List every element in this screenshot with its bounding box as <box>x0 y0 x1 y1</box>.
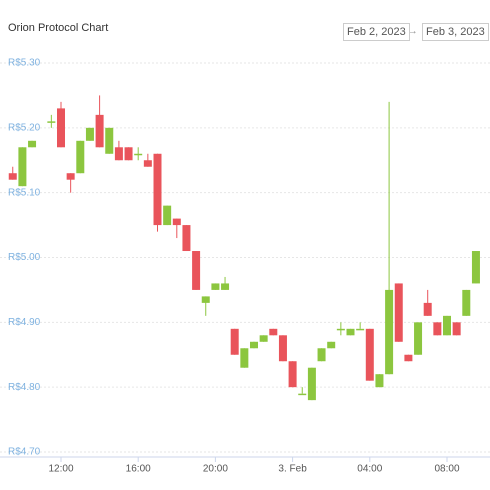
candle-body <box>452 322 461 336</box>
date-to[interactable]: Feb 3, 2023 <box>422 23 489 41</box>
candle-body <box>327 341 336 349</box>
x-tick-label: 04:00 <box>357 464 382 475</box>
candle-body <box>182 225 191 252</box>
candle-body <box>375 374 384 388</box>
candle-body <box>153 153 162 226</box>
candle-body <box>443 315 451 336</box>
candle-body <box>404 354 413 362</box>
y-tick-label: R$4.80 <box>8 382 41 393</box>
candle-body <box>163 205 172 226</box>
candle-body <box>8 173 17 180</box>
candle-body <box>211 283 220 290</box>
candle-body <box>356 328 365 331</box>
candle-body <box>85 127 94 141</box>
candle-body <box>288 361 297 388</box>
y-tick-label: R$5.10 <box>8 187 41 198</box>
candle-body <box>230 328 239 355</box>
candle-body <box>18 147 27 187</box>
candle-body <box>105 127 114 154</box>
y-tick-label: R$5.30 <box>8 58 41 69</box>
y-tick-label: R$5.00 <box>8 252 41 263</box>
candle-body <box>240 348 249 368</box>
x-tick-label: 12:00 <box>48 464 73 475</box>
candle-body <box>346 328 355 336</box>
candle-body <box>192 251 201 290</box>
candle-body <box>336 328 345 331</box>
date-from[interactable]: Feb 2, 2023 <box>343 23 410 41</box>
candle-body <box>278 335 287 362</box>
candle-body <box>250 341 258 349</box>
candle-body <box>76 140 85 174</box>
candle-body <box>259 335 268 342</box>
candle-body <box>423 302 432 316</box>
x-tick-label: 16:00 <box>126 464 151 475</box>
candle-body <box>28 140 37 148</box>
candle-body <box>385 289 394 375</box>
candle-body <box>66 173 75 180</box>
candle-body <box>307 367 316 401</box>
candle-body <box>414 322 423 355</box>
candle-body <box>471 251 480 284</box>
chart-title: Orion Protocol Chart <box>8 22 109 34</box>
y-tick-label: R$4.70 <box>8 447 41 458</box>
candle-body <box>317 348 326 362</box>
candle-body <box>462 289 471 316</box>
candle-body <box>114 147 123 161</box>
candle-body <box>47 121 56 123</box>
candle-body <box>201 296 210 303</box>
x-tick-label: 08:00 <box>434 464 459 475</box>
candle-body <box>143 160 152 167</box>
candle-body <box>269 328 278 336</box>
candle-body <box>221 283 230 290</box>
x-tick-label: 20:00 <box>203 464 228 475</box>
candle-body <box>394 283 403 342</box>
y-tick-label: R$5.20 <box>8 122 41 133</box>
candle-body <box>172 218 181 226</box>
arrow: → <box>407 25 418 37</box>
candle-body <box>298 393 307 396</box>
y-tick-label: R$4.90 <box>8 317 41 328</box>
candle-body <box>433 322 442 336</box>
candle-body <box>124 147 133 161</box>
candle-body <box>365 328 374 381</box>
candle-body <box>95 114 104 148</box>
x-tick-label: 3. Feb <box>278 464 307 475</box>
candle-body <box>134 153 143 156</box>
candle-body <box>57 108 65 148</box>
